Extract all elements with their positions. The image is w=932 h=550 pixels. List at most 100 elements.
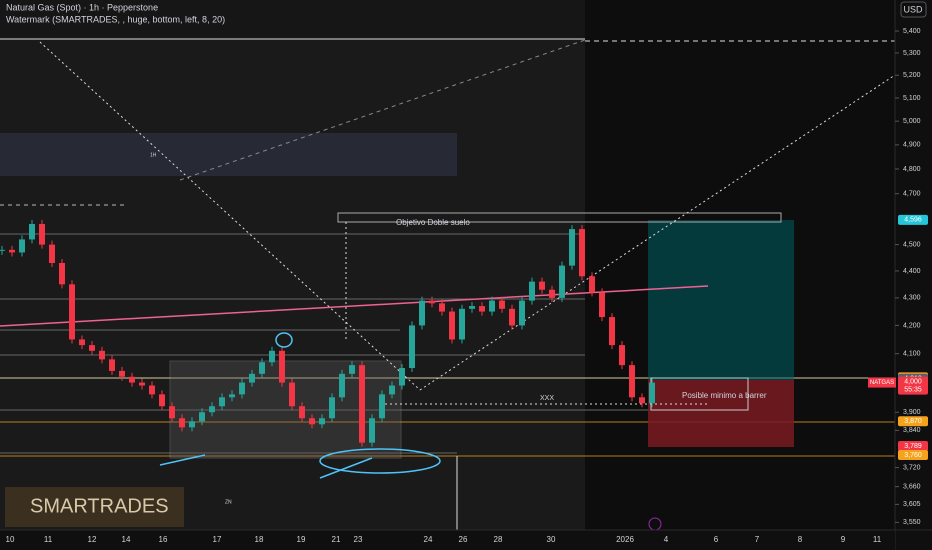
y-tick-label: 3,720: [903, 464, 921, 471]
candle: [99, 350, 105, 360]
candle: [69, 284, 75, 340]
y-tick-label: 4,300: [903, 295, 921, 302]
candle: [639, 397, 645, 404]
y-tick-label: 5,200: [903, 72, 921, 79]
y-tick-label: 3,900: [903, 409, 921, 416]
candle: [289, 382, 295, 407]
long-stop: [648, 380, 794, 447]
y-tick-label: 5,400: [903, 28, 921, 35]
candle: [379, 394, 385, 419]
currency-button[interactable]: [900, 1, 927, 18]
x-tick-label: 8: [798, 535, 803, 544]
candle: [589, 276, 595, 293]
watermark: SMARTRADES: [30, 495, 169, 517]
x-tick-label: 21: [332, 535, 341, 544]
candle: [429, 300, 435, 304]
candle: [189, 421, 195, 428]
candle: [459, 308, 465, 340]
candle: [309, 418, 315, 425]
candle: [579, 229, 585, 277]
price-tag: [898, 214, 928, 225]
watermark-box: [5, 487, 184, 527]
candle: [499, 300, 505, 309]
price-tag: [898, 450, 928, 461]
candle: [629, 365, 635, 398]
x-tick-label: 28: [494, 535, 503, 544]
drawing: [159, 454, 373, 479]
candle: [569, 229, 575, 266]
candle: [529, 281, 535, 301]
price-tag: [898, 416, 928, 427]
x-tick-label: 16: [159, 535, 168, 544]
x-tick-label: 18: [255, 535, 264, 544]
candle: [119, 370, 125, 377]
x-tick-label: 10: [6, 535, 15, 544]
last-price-tag: [898, 376, 928, 395]
candle: [169, 406, 175, 419]
price-tag-label: 3,760: [904, 452, 922, 459]
candle: [49, 244, 55, 263]
date-axis: [0, 530, 895, 550]
candle: [389, 385, 395, 395]
price-tag: [898, 441, 928, 452]
candle: [539, 281, 545, 290]
candle: [549, 289, 555, 298]
candle: [519, 300, 525, 326]
x-tick-label: 6: [714, 535, 719, 544]
drawing: [275, 332, 293, 348]
candles: [0, 219, 655, 447]
candle: [349, 365, 355, 374]
range-area: [0, 39, 585, 530]
y-tick-label: 3,840: [903, 427, 921, 434]
candle: [209, 406, 215, 413]
candle: [9, 249, 15, 253]
header-title: Natural Gas (Spot) · 1h · Pepperstone: [6, 2, 158, 12]
candle: [179, 418, 185, 428]
candle: [489, 300, 495, 312]
candle: [259, 362, 265, 374]
candle: [129, 376, 135, 383]
dotted-lines: [39, 41, 896, 405]
candle: [59, 262, 65, 285]
candle: [319, 418, 325, 425]
x-tick-label: 11: [873, 535, 882, 544]
candle: [0, 249, 5, 251]
candle: [219, 397, 225, 407]
candle: [649, 382, 655, 404]
y-tick-label: 4,200: [903, 322, 921, 329]
y-tick-label: 4,900: [903, 142, 921, 149]
x-tick-label: 7: [755, 535, 760, 544]
price-tag-label: 3,789: [904, 443, 922, 450]
drawing: [319, 448, 441, 474]
candle: [339, 373, 345, 398]
y-tick-label: 5,300: [903, 50, 921, 57]
y-tick-label: 5,100: [903, 95, 921, 102]
y-tick-label: 3,605: [903, 501, 921, 508]
candle: [479, 306, 485, 312]
long-target: [648, 220, 794, 380]
y-tick-label: 5,000: [903, 118, 921, 125]
candle: [419, 300, 425, 326]
annotation: XXX: [540, 395, 554, 402]
currency[interactable]: USD: [903, 4, 923, 14]
candle: [509, 308, 515, 326]
candle: [369, 418, 375, 443]
x-tick-label: 26: [459, 535, 468, 544]
range-box: [169, 360, 402, 459]
x-tick-label: 12: [88, 535, 97, 544]
zone: [0, 133, 457, 176]
x-tick-label: 9: [841, 535, 846, 544]
target-box: [337, 212, 782, 223]
candle: [329, 397, 335, 419]
candle: [149, 385, 155, 395]
candle: [609, 317, 615, 346]
candle: [199, 412, 205, 422]
candle: [619, 345, 625, 366]
price-tag-label: 4,596: [904, 217, 922, 224]
candle: [439, 303, 445, 312]
y-tick-label: 4,500: [903, 241, 921, 248]
annotation: Objetivo Doble suelo: [396, 218, 470, 227]
last-price-label: 4,000: [904, 378, 922, 385]
symbol-tag: [868, 377, 896, 388]
countdown: 55:35: [904, 386, 922, 393]
